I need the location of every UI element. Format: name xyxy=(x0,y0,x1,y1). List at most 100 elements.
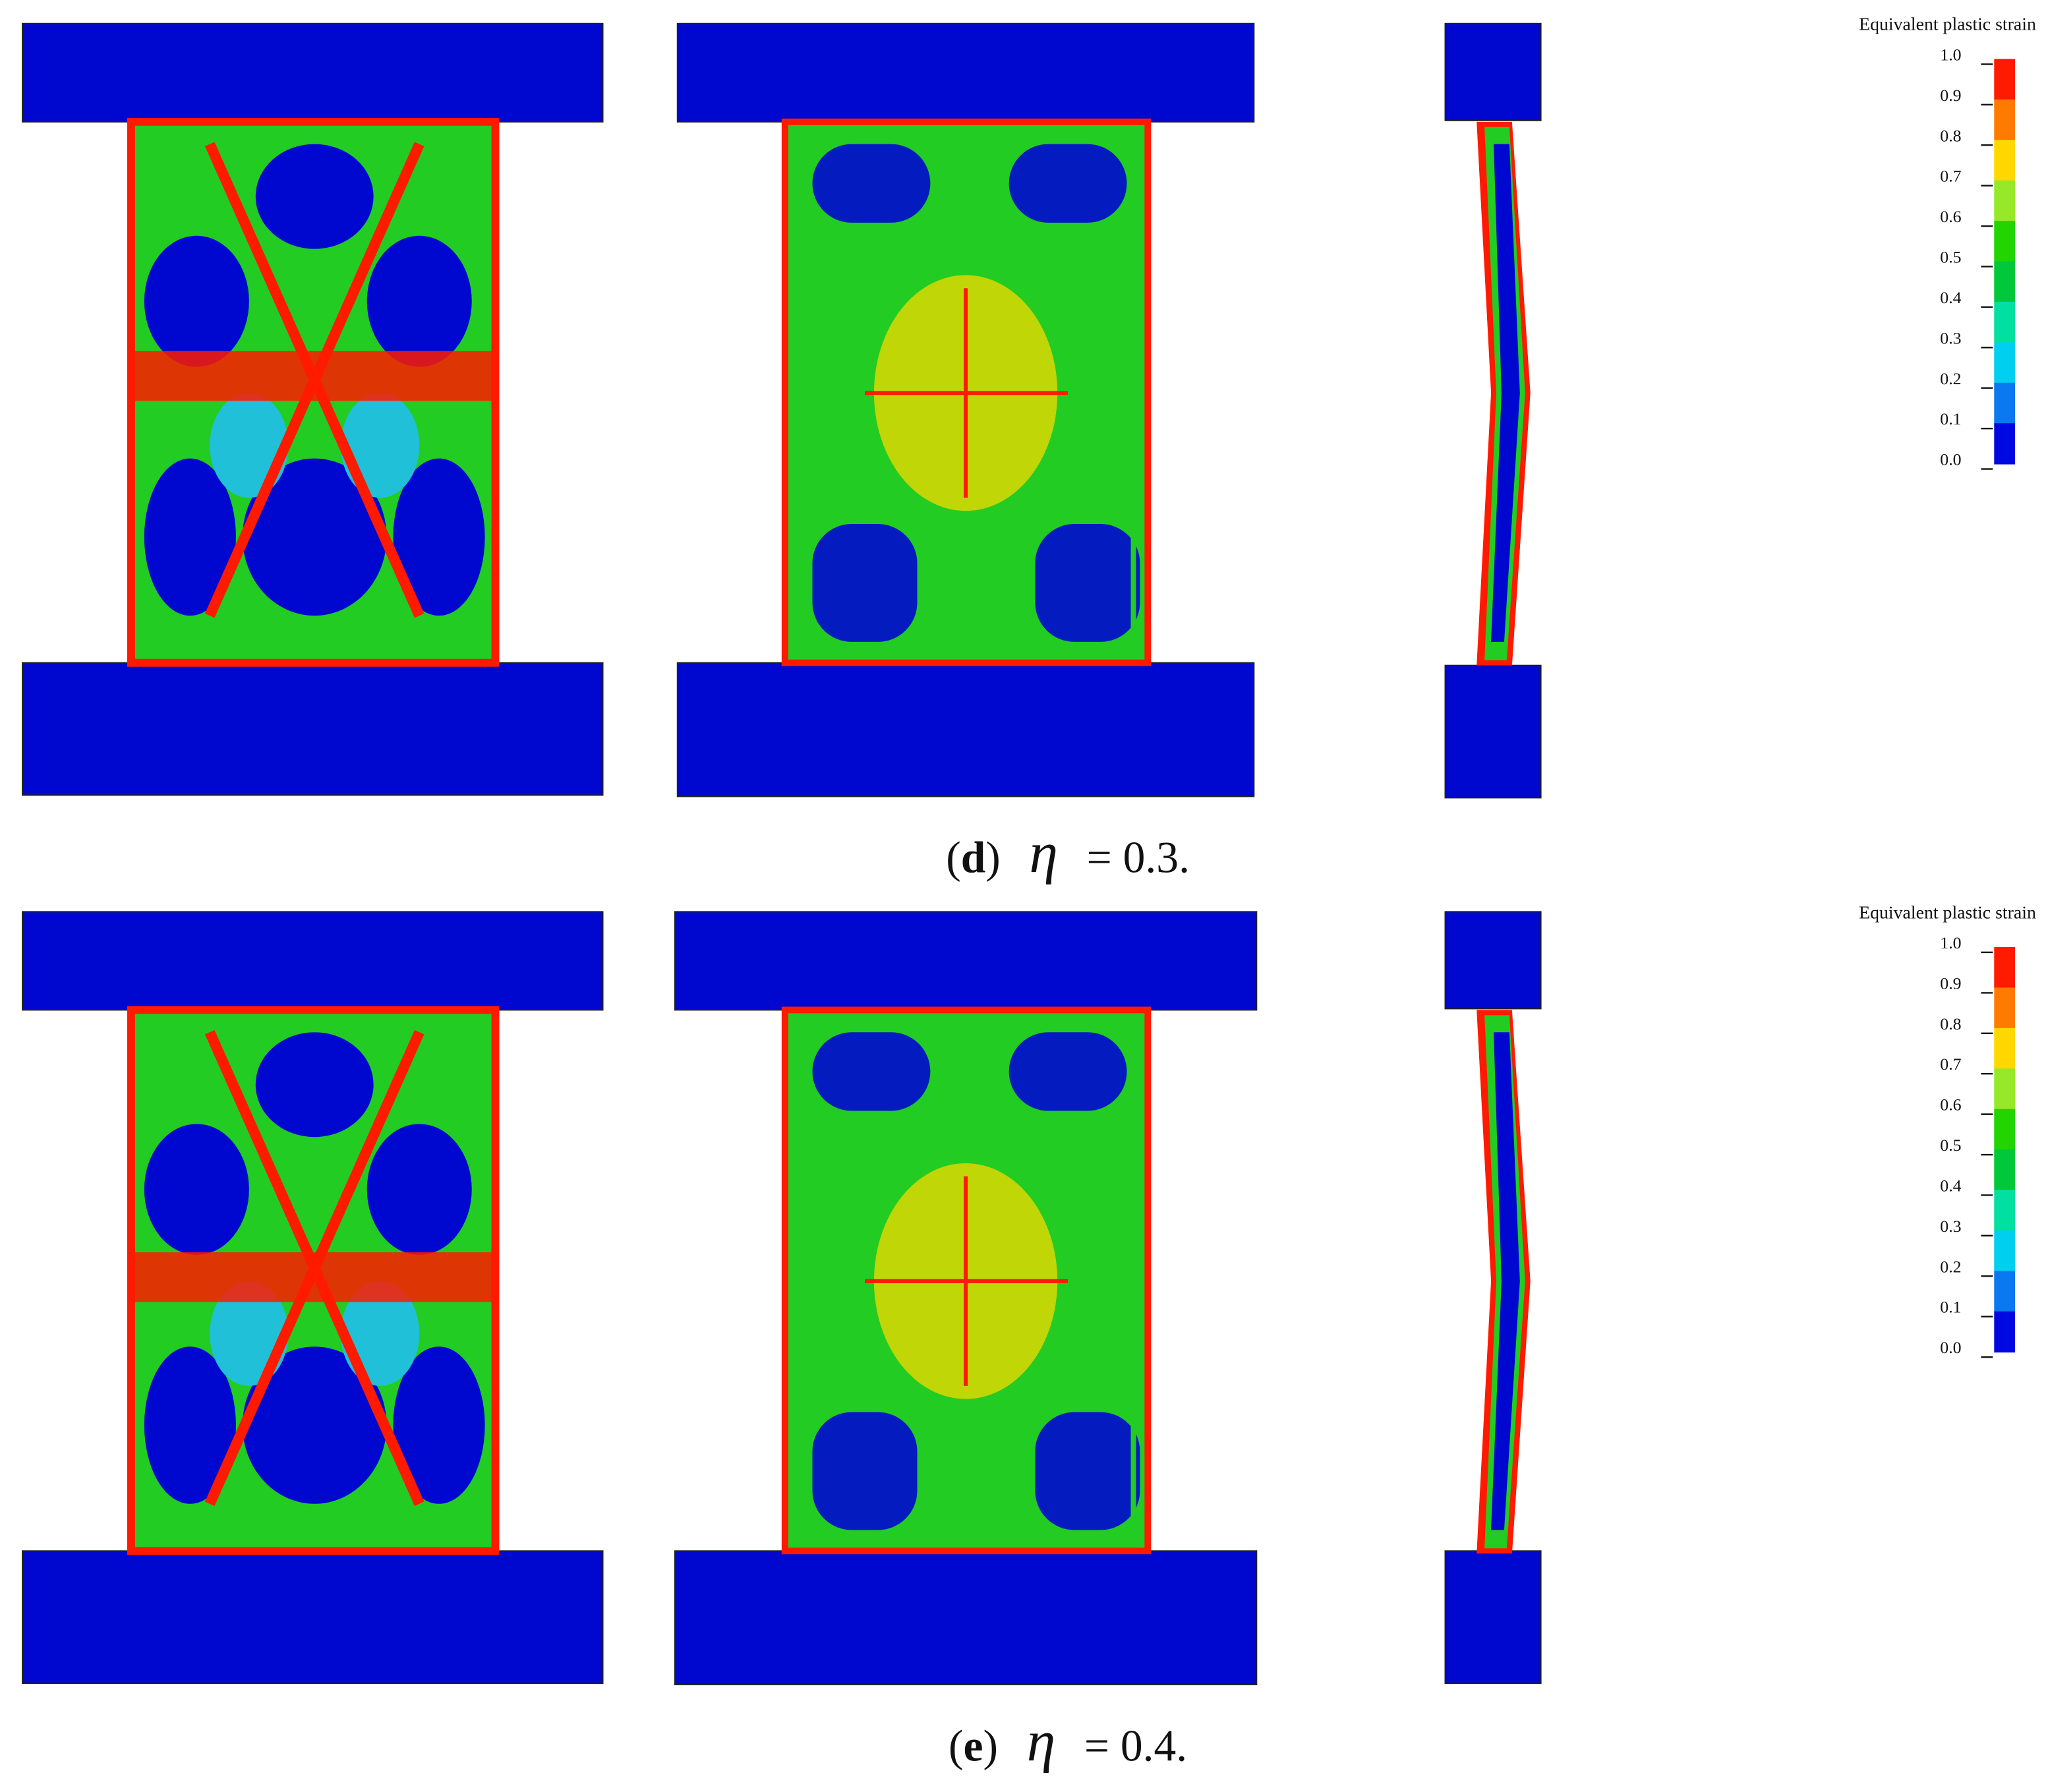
caption: (d) η = 0.3. xyxy=(946,821,1190,885)
caption-letter: d xyxy=(961,833,986,882)
contour-low xyxy=(144,235,249,367)
rigid-plate xyxy=(22,1550,604,1685)
contour-low xyxy=(255,1032,374,1138)
rigid-plate xyxy=(1444,22,1542,121)
legend-label: 0.6 xyxy=(1940,207,1961,226)
legend-swatch xyxy=(1994,261,2016,303)
contour-mid xyxy=(340,393,420,498)
contour-frame xyxy=(796,1023,1136,1540)
legend-title: Equivalent plastic strain xyxy=(1859,14,2036,35)
legend-label: 0.2 xyxy=(1940,369,1961,388)
caption-open: ( xyxy=(946,833,961,882)
legend-label: 0.3 xyxy=(1940,1217,1961,1236)
legend-swatch xyxy=(1994,1109,2016,1151)
legend-swatch xyxy=(1994,342,2016,384)
contour-low xyxy=(144,1124,249,1256)
rigid-plate xyxy=(22,22,604,123)
contour-low xyxy=(144,458,236,616)
legend-swatch xyxy=(1994,1068,2016,1110)
caption-open: ( xyxy=(949,1721,964,1770)
legend-label: 0.7 xyxy=(1940,167,1961,186)
legend-label: 0.5 xyxy=(1940,1136,1961,1155)
rigid-plate xyxy=(22,662,604,796)
legend-swatch xyxy=(1994,382,2016,424)
caption-close: ) xyxy=(985,833,1001,882)
rigid-plate xyxy=(674,1550,1258,1686)
caption-close: ) xyxy=(983,1721,998,1770)
legend-swatch xyxy=(1994,947,2016,989)
contour-front xyxy=(127,117,500,667)
legend: Equivalent plastic strain 1.0 0.9 0.8 0.7 0.6… xyxy=(1859,902,2036,1358)
rigid-plate xyxy=(674,911,1258,1011)
contour-front xyxy=(127,1006,500,1555)
legend-swatch xyxy=(1994,1149,2016,1191)
contour-frame xyxy=(796,134,1136,651)
contour-side xyxy=(781,118,1152,666)
rigid-plate xyxy=(1444,911,1542,1010)
contour-low xyxy=(366,1124,472,1256)
legend-label: 1.0 xyxy=(1940,45,1961,64)
legend-label: 0.9 xyxy=(1940,973,1961,993)
caption-symbol: η xyxy=(1030,821,1058,885)
panel: (e) η = 0.4. Equivalent plastic strain 1.0 0.… xyxy=(22,902,2036,1773)
contour-shear xyxy=(204,142,424,618)
legend-label: 0.1 xyxy=(1940,1298,1961,1317)
contour-low xyxy=(1035,524,1140,642)
caption-symbol: η xyxy=(1027,1709,1055,1773)
rigid-plate xyxy=(1444,1550,1542,1685)
rigid-plate xyxy=(1444,664,1542,799)
contour-cross xyxy=(865,1176,1068,1386)
contour-low xyxy=(366,235,472,367)
legend-label: 0.6 xyxy=(1940,1095,1961,1114)
rigid-plate xyxy=(676,662,1255,797)
caption-letter: e xyxy=(963,1721,983,1770)
contour-low xyxy=(393,1346,485,1504)
legend-swatch xyxy=(1994,1230,2016,1272)
legend-label: 0.0 xyxy=(1940,450,1961,469)
legend-swatch xyxy=(1994,301,2016,343)
contour-shear xyxy=(204,1029,424,1506)
legend-label: 0.3 xyxy=(1940,328,1961,347)
legend-label: 0.5 xyxy=(1940,248,1961,267)
legend-label: 0.4 xyxy=(1940,1176,1961,1195)
contour-web-low xyxy=(1491,144,1520,642)
contour-low xyxy=(812,1412,918,1530)
legend-label: 0.9 xyxy=(1940,86,1961,105)
legend: Equivalent plastic strain 1.0 0.9 0.8 0.7 0.6… xyxy=(1859,14,2036,470)
legend-title: Equivalent plastic strain xyxy=(1859,902,2036,923)
legend-label: 1.0 xyxy=(1940,933,1961,952)
legend-label: 0.7 xyxy=(1940,1055,1961,1074)
legend-label: 0.0 xyxy=(1940,1338,1961,1357)
contour-low xyxy=(812,1032,931,1111)
legend-swatch xyxy=(1994,221,2016,262)
contour-low xyxy=(242,458,387,616)
contour-low xyxy=(812,144,931,223)
contour-edge xyxy=(781,118,1152,666)
legend-swatch xyxy=(1994,1271,2016,1312)
legend-swatch xyxy=(1994,59,2016,100)
legend-label: 0.4 xyxy=(1940,288,1961,307)
legend-label: 0.8 xyxy=(1940,1014,1961,1033)
rigid-plate xyxy=(22,911,604,1011)
rigid-plate xyxy=(676,22,1255,123)
legend-swatch xyxy=(1994,1027,2016,1070)
contour-edge-view xyxy=(1477,121,1531,666)
contour-low xyxy=(812,524,918,642)
contour-side xyxy=(781,1006,1152,1555)
contour-edge xyxy=(127,117,500,667)
legend-swatch xyxy=(1994,99,2016,141)
contour-mid xyxy=(210,393,289,498)
contour-cross xyxy=(865,288,1068,498)
contour-low xyxy=(393,458,485,616)
contour-low xyxy=(1035,1412,1140,1530)
contour-low xyxy=(255,144,374,249)
legend-label: 0.8 xyxy=(1940,126,1961,145)
legend-swatch xyxy=(1994,1311,2016,1353)
caption-text: = 0.4. xyxy=(1084,1721,1187,1770)
contour-edge-view xyxy=(1477,1010,1531,1554)
legend-swatch xyxy=(1994,987,2016,1029)
caption: (e) η = 0.4. xyxy=(949,1709,1187,1773)
panel: (d) η = 0.3. Equivalent plastic strain 1.0 0.… xyxy=(22,14,2036,885)
contour-low xyxy=(242,1346,387,1504)
contour-low xyxy=(1009,144,1127,223)
